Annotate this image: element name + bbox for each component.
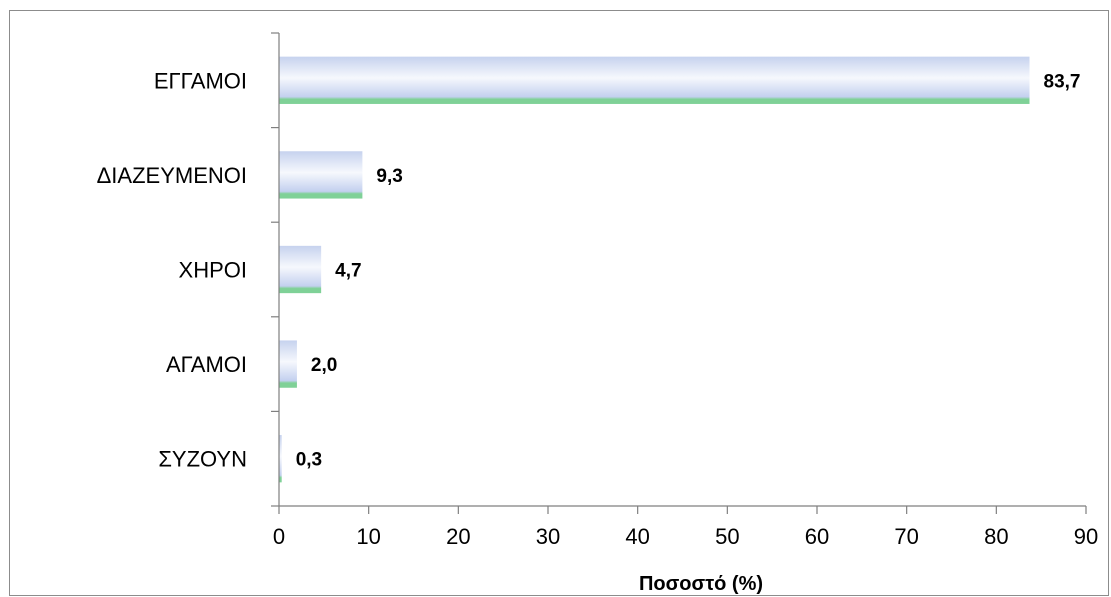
x-tick-label-20: 20 [446, 524, 470, 549]
x-tick-label-60: 60 [805, 524, 829, 549]
x-tick-label-70: 70 [894, 524, 918, 549]
data-label-3: 4,7 [335, 261, 361, 282]
category-label-4: ΑΓΑΜΟΙ [166, 352, 247, 377]
data-label-4: 2,0 [311, 355, 337, 376]
bar-5 [279, 435, 282, 483]
category-label-1: ΕΓΓΑΜΟΙ [154, 68, 247, 93]
chart-frame [9, 10, 1109, 596]
data-label-1: 83,7 [1044, 71, 1081, 92]
labels-layer: ΕΓΓΑΜΟΙ 83,7 ΔΙΑΖΕΥΜΕΝΟΙ 9,3 ΧΗΡΟΙ 4,7 ΑΓΑΜΟΙ 2… [97, 68, 1099, 549]
x-tick-label-0: 0 [273, 524, 285, 549]
category-label-5: ΣΥΖΟΥΝ [158, 447, 247, 472]
bar-1 [279, 56, 1030, 104]
x-tick-label-10: 10 [356, 524, 380, 549]
axes-layer [271, 32, 1087, 514]
category-label-2: ΔΙΑΖΕΥΜΕΝΟΙ [97, 163, 247, 188]
data-label-5: 0,3 [296, 450, 322, 471]
x-tick-label-40: 40 [625, 524, 649, 549]
x-axis-title: Ποσοστό (%) [639, 573, 763, 595]
bar-2 [279, 151, 363, 199]
x-tick-label-30: 30 [536, 524, 560, 549]
data-label-2: 9,3 [376, 166, 402, 187]
category-label-3: ΧΗΡΟΙ [179, 258, 247, 283]
x-tick-label-50: 50 [715, 524, 739, 549]
bar-3 [279, 245, 322, 294]
x-tick-label-90: 90 [1074, 524, 1098, 549]
bar-4 [279, 340, 297, 388]
x-tick-label-80: 80 [984, 524, 1008, 549]
bars-layer [279, 56, 1030, 483]
